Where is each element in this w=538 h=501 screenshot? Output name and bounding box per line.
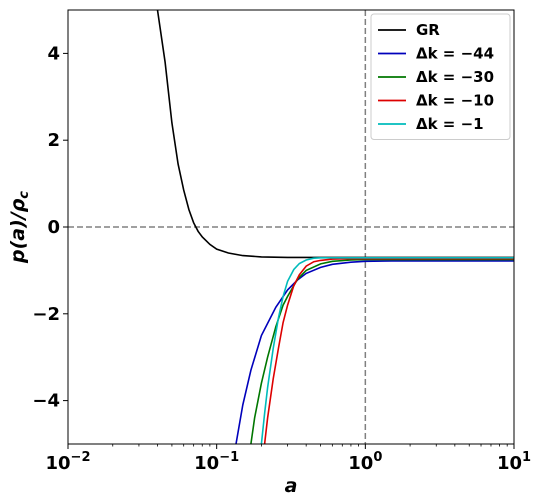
y-tick-label-0: −4 [32,391,60,412]
x-tick-label-3: 101 [497,450,531,474]
x-tick-label-0: 10−2 [45,450,90,474]
x-tick-label-1: 10−1 [194,450,239,474]
legend-entry-3: Δk = −10 [416,92,494,110]
legend: GR Δk = −44 Δk = −30 Δk = −10 Δk = −1 [370,13,511,140]
y-axis-label: p(a)/ρc [7,191,32,264]
legend-entry-1: Δk = −44 [416,45,494,63]
y-tick-label-3: 2 [47,130,60,151]
series-line-1 [235,260,514,444]
x-axis-label: a [285,475,298,497]
y-tick-label-1: −2 [32,304,60,325]
legend-entry-2: Δk = −30 [416,68,494,86]
series-line-3 [263,257,514,444]
series-line-4 [260,256,514,444]
y-tick-label-4: 4 [47,43,60,64]
y-tick-label-2: 0 [47,217,60,238]
legend-entry-4: Δk = −1 [416,115,484,133]
series-group [156,10,514,444]
legend-box [370,13,511,140]
x-tick-label-2: 100 [348,450,382,474]
legend-entry-0: GR [416,21,440,39]
plot-area: 10−2 10−1 100 101 −4 −2 0 2 4 [32,9,531,474]
series-line-2 [250,258,514,444]
